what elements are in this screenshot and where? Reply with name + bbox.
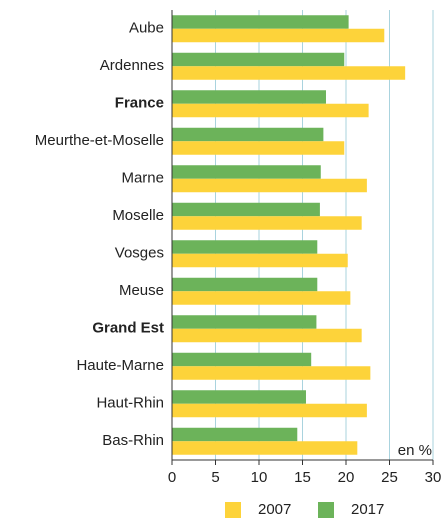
bar: [172, 90, 326, 104]
legend-swatch: [225, 502, 241, 518]
bar: [172, 240, 318, 254]
bar: [172, 103, 369, 118]
bar: [172, 216, 362, 230]
bar: [172, 328, 362, 343]
bar: [172, 15, 349, 29]
bar: [172, 165, 321, 179]
y-tick-label: France: [115, 95, 164, 112]
bar: [172, 315, 317, 329]
x-tick-label: 0: [168, 469, 176, 486]
legend-label: 2007: [258, 501, 291, 518]
legend-swatch: [318, 502, 334, 518]
bar: [172, 66, 406, 80]
bar: [172, 390, 306, 404]
x-tick-label: 20: [338, 469, 355, 486]
y-tick-label: Ardennes: [100, 57, 164, 74]
x-tick-label: 25: [381, 469, 398, 486]
bar: [172, 141, 345, 155]
legend-label: 2017: [351, 501, 384, 518]
x-tick-label: 30: [425, 469, 442, 486]
y-tick-label: Haute-Marne: [76, 357, 164, 374]
bar: [172, 366, 371, 380]
bar: [172, 291, 351, 305]
bar: [172, 52, 345, 67]
y-tick-label: Vosges: [115, 245, 164, 262]
bar: [172, 28, 385, 43]
y-tick-label: Bas-Rhin: [102, 432, 164, 449]
y-tick-label: Moselle: [112, 207, 164, 224]
bar: [172, 403, 367, 418]
x-tick-label: 5: [211, 469, 219, 486]
bar: [172, 202, 320, 217]
y-tick-label: Haut-Rhin: [96, 395, 164, 412]
y-tick-label: Meurthe-et-Moselle: [35, 132, 164, 149]
bar: [172, 441, 358, 455]
unit-annotation: en %: [398, 442, 432, 459]
y-tick-label: Aube: [129, 20, 164, 37]
bar: [172, 178, 367, 193]
bar: [172, 127, 324, 142]
y-tick-label: Marne: [121, 170, 164, 187]
x-tick-label: 10: [251, 469, 268, 486]
bar: [172, 352, 312, 367]
bar: [172, 277, 318, 292]
x-tick-label: 15: [294, 469, 311, 486]
bar: [172, 253, 348, 268]
y-tick-label: Grand Est: [92, 320, 164, 337]
bar: [172, 427, 298, 442]
y-tick-label: Meuse: [119, 282, 164, 299]
